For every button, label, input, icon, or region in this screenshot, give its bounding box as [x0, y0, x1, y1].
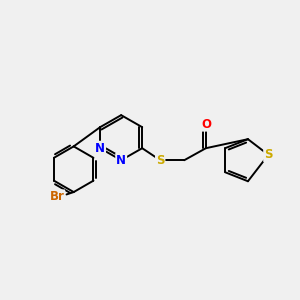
Text: N: N [116, 154, 126, 167]
Text: Br: Br [50, 190, 64, 203]
Text: O: O [201, 118, 211, 131]
Text: S: S [264, 148, 273, 161]
Text: S: S [156, 154, 164, 167]
Text: N: N [95, 142, 105, 155]
